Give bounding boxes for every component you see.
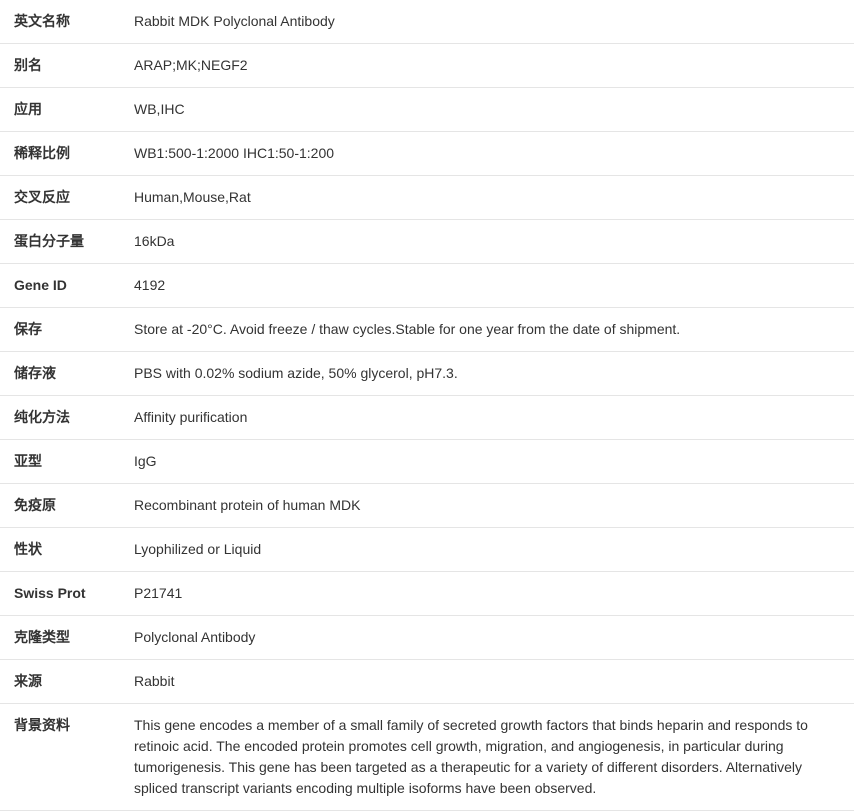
spec-label: 英文名称 <box>0 0 120 44</box>
spec-value: WB,IHC <box>120 88 854 132</box>
spec-value: Store at -20°C. Avoid freeze / thaw cycl… <box>120 308 854 352</box>
spec-value: 16kDa <box>120 220 854 264</box>
table-row: 蛋白分子量 16kDa <box>0 220 854 264</box>
spec-label: 来源 <box>0 660 120 704</box>
spec-label: 稀释比例 <box>0 132 120 176</box>
table-row: 保存 Store at -20°C. Avoid freeze / thaw c… <box>0 308 854 352</box>
spec-label: 交叉反应 <box>0 176 120 220</box>
spec-label: 免疫原 <box>0 484 120 528</box>
spec-value: Affinity purification <box>120 396 854 440</box>
spec-value: 4192 <box>120 264 854 308</box>
spec-value: P21741 <box>120 572 854 616</box>
table-row: 性状 Lyophilized or Liquid <box>0 528 854 572</box>
spec-label: 克隆类型 <box>0 616 120 660</box>
table-row: 稀释比例 WB1:500-1:2000 IHC1:50-1:200 <box>0 132 854 176</box>
table-row: 来源 Rabbit <box>0 660 854 704</box>
spec-label: Swiss Prot <box>0 572 120 616</box>
table-row: 克隆类型 Polyclonal Antibody <box>0 616 854 660</box>
spec-label: 背景资料 <box>0 704 120 811</box>
spec-value: WB1:500-1:2000 IHC1:50-1:200 <box>120 132 854 176</box>
spec-label: 应用 <box>0 88 120 132</box>
spec-label: 性状 <box>0 528 120 572</box>
table-row: 储存液 PBS with 0.02% sodium azide, 50% gly… <box>0 352 854 396</box>
table-row: 别名 ARAP;MK;NEGF2 <box>0 44 854 88</box>
spec-value: ARAP;MK;NEGF2 <box>120 44 854 88</box>
spec-value: PBS with 0.02% sodium azide, 50% glycero… <box>120 352 854 396</box>
spec-value: Polyclonal Antibody <box>120 616 854 660</box>
spec-label: Gene ID <box>0 264 120 308</box>
product-spec-table: 英文名称 Rabbit MDK Polyclonal Antibody 别名 A… <box>0 0 854 811</box>
spec-value: Rabbit MDK Polyclonal Antibody <box>120 0 854 44</box>
table-row: Swiss Prot P21741 <box>0 572 854 616</box>
spec-label: 纯化方法 <box>0 396 120 440</box>
spec-label: 储存液 <box>0 352 120 396</box>
spec-label: 亚型 <box>0 440 120 484</box>
table-row: 亚型 IgG <box>0 440 854 484</box>
spec-value: Rabbit <box>120 660 854 704</box>
spec-label: 别名 <box>0 44 120 88</box>
table-row: Gene ID 4192 <box>0 264 854 308</box>
spec-value: IgG <box>120 440 854 484</box>
table-row: 交叉反应 Human,Mouse,Rat <box>0 176 854 220</box>
spec-value: Recombinant protein of human MDK <box>120 484 854 528</box>
table-row: 应用 WB,IHC <box>0 88 854 132</box>
spec-value: Lyophilized or Liquid <box>120 528 854 572</box>
table-row: 纯化方法 Affinity purification <box>0 396 854 440</box>
table-row: 免疫原 Recombinant protein of human MDK <box>0 484 854 528</box>
spec-value: Human,Mouse,Rat <box>120 176 854 220</box>
spec-label: 蛋白分子量 <box>0 220 120 264</box>
spec-table-body: 英文名称 Rabbit MDK Polyclonal Antibody 别名 A… <box>0 0 854 811</box>
spec-label: 保存 <box>0 308 120 352</box>
table-row: 英文名称 Rabbit MDK Polyclonal Antibody <box>0 0 854 44</box>
spec-value: This gene encodes a member of a small fa… <box>120 704 854 811</box>
table-row: 背景资料 This gene encodes a member of a sma… <box>0 704 854 811</box>
